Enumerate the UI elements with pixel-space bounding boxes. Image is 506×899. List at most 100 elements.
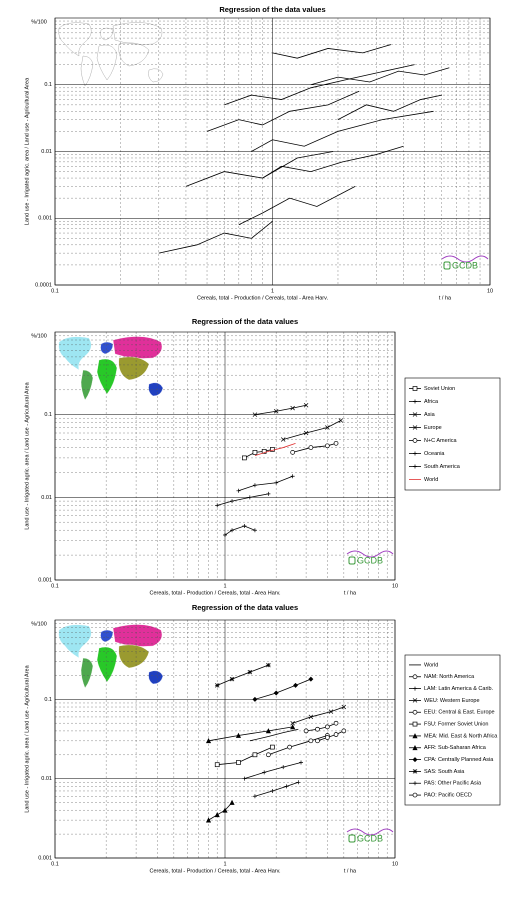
series-line	[206, 90, 360, 132]
marker	[252, 528, 257, 533]
series-line	[158, 220, 273, 254]
series-line	[268, 735, 328, 756]
map-region	[100, 341, 114, 355]
x-tick-label: 1	[223, 861, 226, 867]
marker	[290, 724, 296, 730]
chart-title: Regression of the data values	[192, 317, 298, 326]
marker	[325, 425, 330, 430]
marker	[261, 448, 267, 454]
marker	[280, 437, 286, 442]
y-tick-label: 0.01	[41, 776, 52, 782]
marker	[274, 480, 279, 485]
legend-label: NAM: North America	[424, 674, 475, 680]
marker	[325, 724, 330, 730]
x-tick-label: 10	[392, 861, 398, 867]
marker	[236, 760, 241, 765]
chart: Regression of the data values 0.1 1 10 0.001…	[24, 603, 501, 874]
x-tick-label: 0.1	[51, 861, 59, 867]
marker	[412, 698, 418, 703]
series-line	[217, 664, 269, 686]
map-region	[100, 27, 114, 41]
legend-label: FSU: Former Soviet Union	[424, 722, 489, 728]
logo-wave	[346, 828, 394, 836]
y-tick-label: 0.001	[38, 855, 52, 861]
marker	[214, 812, 220, 818]
marker	[315, 726, 320, 732]
logo-box	[348, 834, 356, 843]
y-tick-label: 0.001	[38, 577, 52, 583]
map-region	[148, 68, 164, 83]
series-line	[238, 186, 356, 226]
y-tick-label: 0.1	[44, 82, 52, 88]
marker	[242, 776, 247, 781]
marker	[412, 733, 418, 739]
y-axis-label: Land use - Irrigated agric. area / Land …	[24, 381, 30, 529]
map-region	[118, 644, 150, 669]
x-unit: t / ha	[344, 590, 357, 596]
map-region	[148, 382, 164, 397]
legend-label: World	[424, 477, 438, 483]
legend-label: South America	[424, 464, 461, 470]
marker	[413, 451, 417, 456]
x-tick-label: 0.1	[51, 583, 59, 589]
plot-frame	[54, 17, 491, 286]
marker	[252, 483, 257, 488]
marker	[333, 440, 339, 446]
marker	[252, 794, 257, 799]
marker	[252, 696, 258, 702]
marker	[303, 430, 309, 436]
marker	[412, 674, 418, 680]
y-axis-label: Land use - Irrigated agric. area / Land …	[24, 77, 30, 225]
marker	[266, 752, 271, 758]
series-line	[254, 404, 307, 416]
logo-box	[348, 556, 356, 565]
legend-box	[404, 377, 501, 491]
marker	[242, 524, 247, 529]
series-line	[283, 420, 341, 440]
marker	[273, 408, 279, 414]
marker	[236, 488, 241, 493]
series-line	[317, 730, 344, 742]
series-line	[292, 706, 344, 724]
marker	[290, 450, 295, 455]
logo-text: GCDB	[357, 555, 383, 565]
map-region	[112, 336, 163, 359]
legend-label: PAS: Other Pacific Asia	[424, 781, 482, 787]
marker	[265, 728, 271, 734]
chart-title: Regression of the data values	[219, 5, 325, 14]
series-line	[251, 110, 434, 152]
legend-label: LAM: Latin America & Carib.	[424, 686, 494, 692]
y-unit: %/100	[31, 333, 47, 339]
map-region	[100, 629, 114, 643]
marker	[328, 709, 334, 714]
marker	[290, 474, 295, 479]
y-tick-label: 0.01	[41, 149, 52, 155]
marker	[270, 744, 275, 750]
map-region	[112, 22, 163, 45]
legend-label: AFR: Sub-Saharan Africa	[424, 745, 487, 751]
marker	[341, 704, 347, 710]
series-line	[208, 726, 293, 742]
legend-label: World	[424, 662, 438, 668]
marker	[290, 720, 295, 726]
marker	[222, 807, 228, 813]
marker	[242, 455, 247, 461]
legend-label: SAS: South Asia	[424, 769, 465, 775]
map-region	[96, 646, 118, 683]
marker	[338, 418, 344, 423]
map-region	[96, 44, 118, 81]
marker	[413, 781, 417, 786]
marker	[247, 669, 253, 675]
marker	[290, 405, 295, 411]
series-line	[217, 746, 273, 766]
logo-wave	[346, 550, 394, 558]
marker	[412, 425, 418, 430]
marker	[303, 728, 309, 734]
marker	[284, 784, 289, 789]
marker	[252, 752, 258, 758]
marker	[412, 709, 418, 715]
marker	[308, 676, 314, 682]
series-line	[254, 678, 312, 700]
marker	[266, 662, 271, 668]
logo-box	[443, 261, 451, 270]
